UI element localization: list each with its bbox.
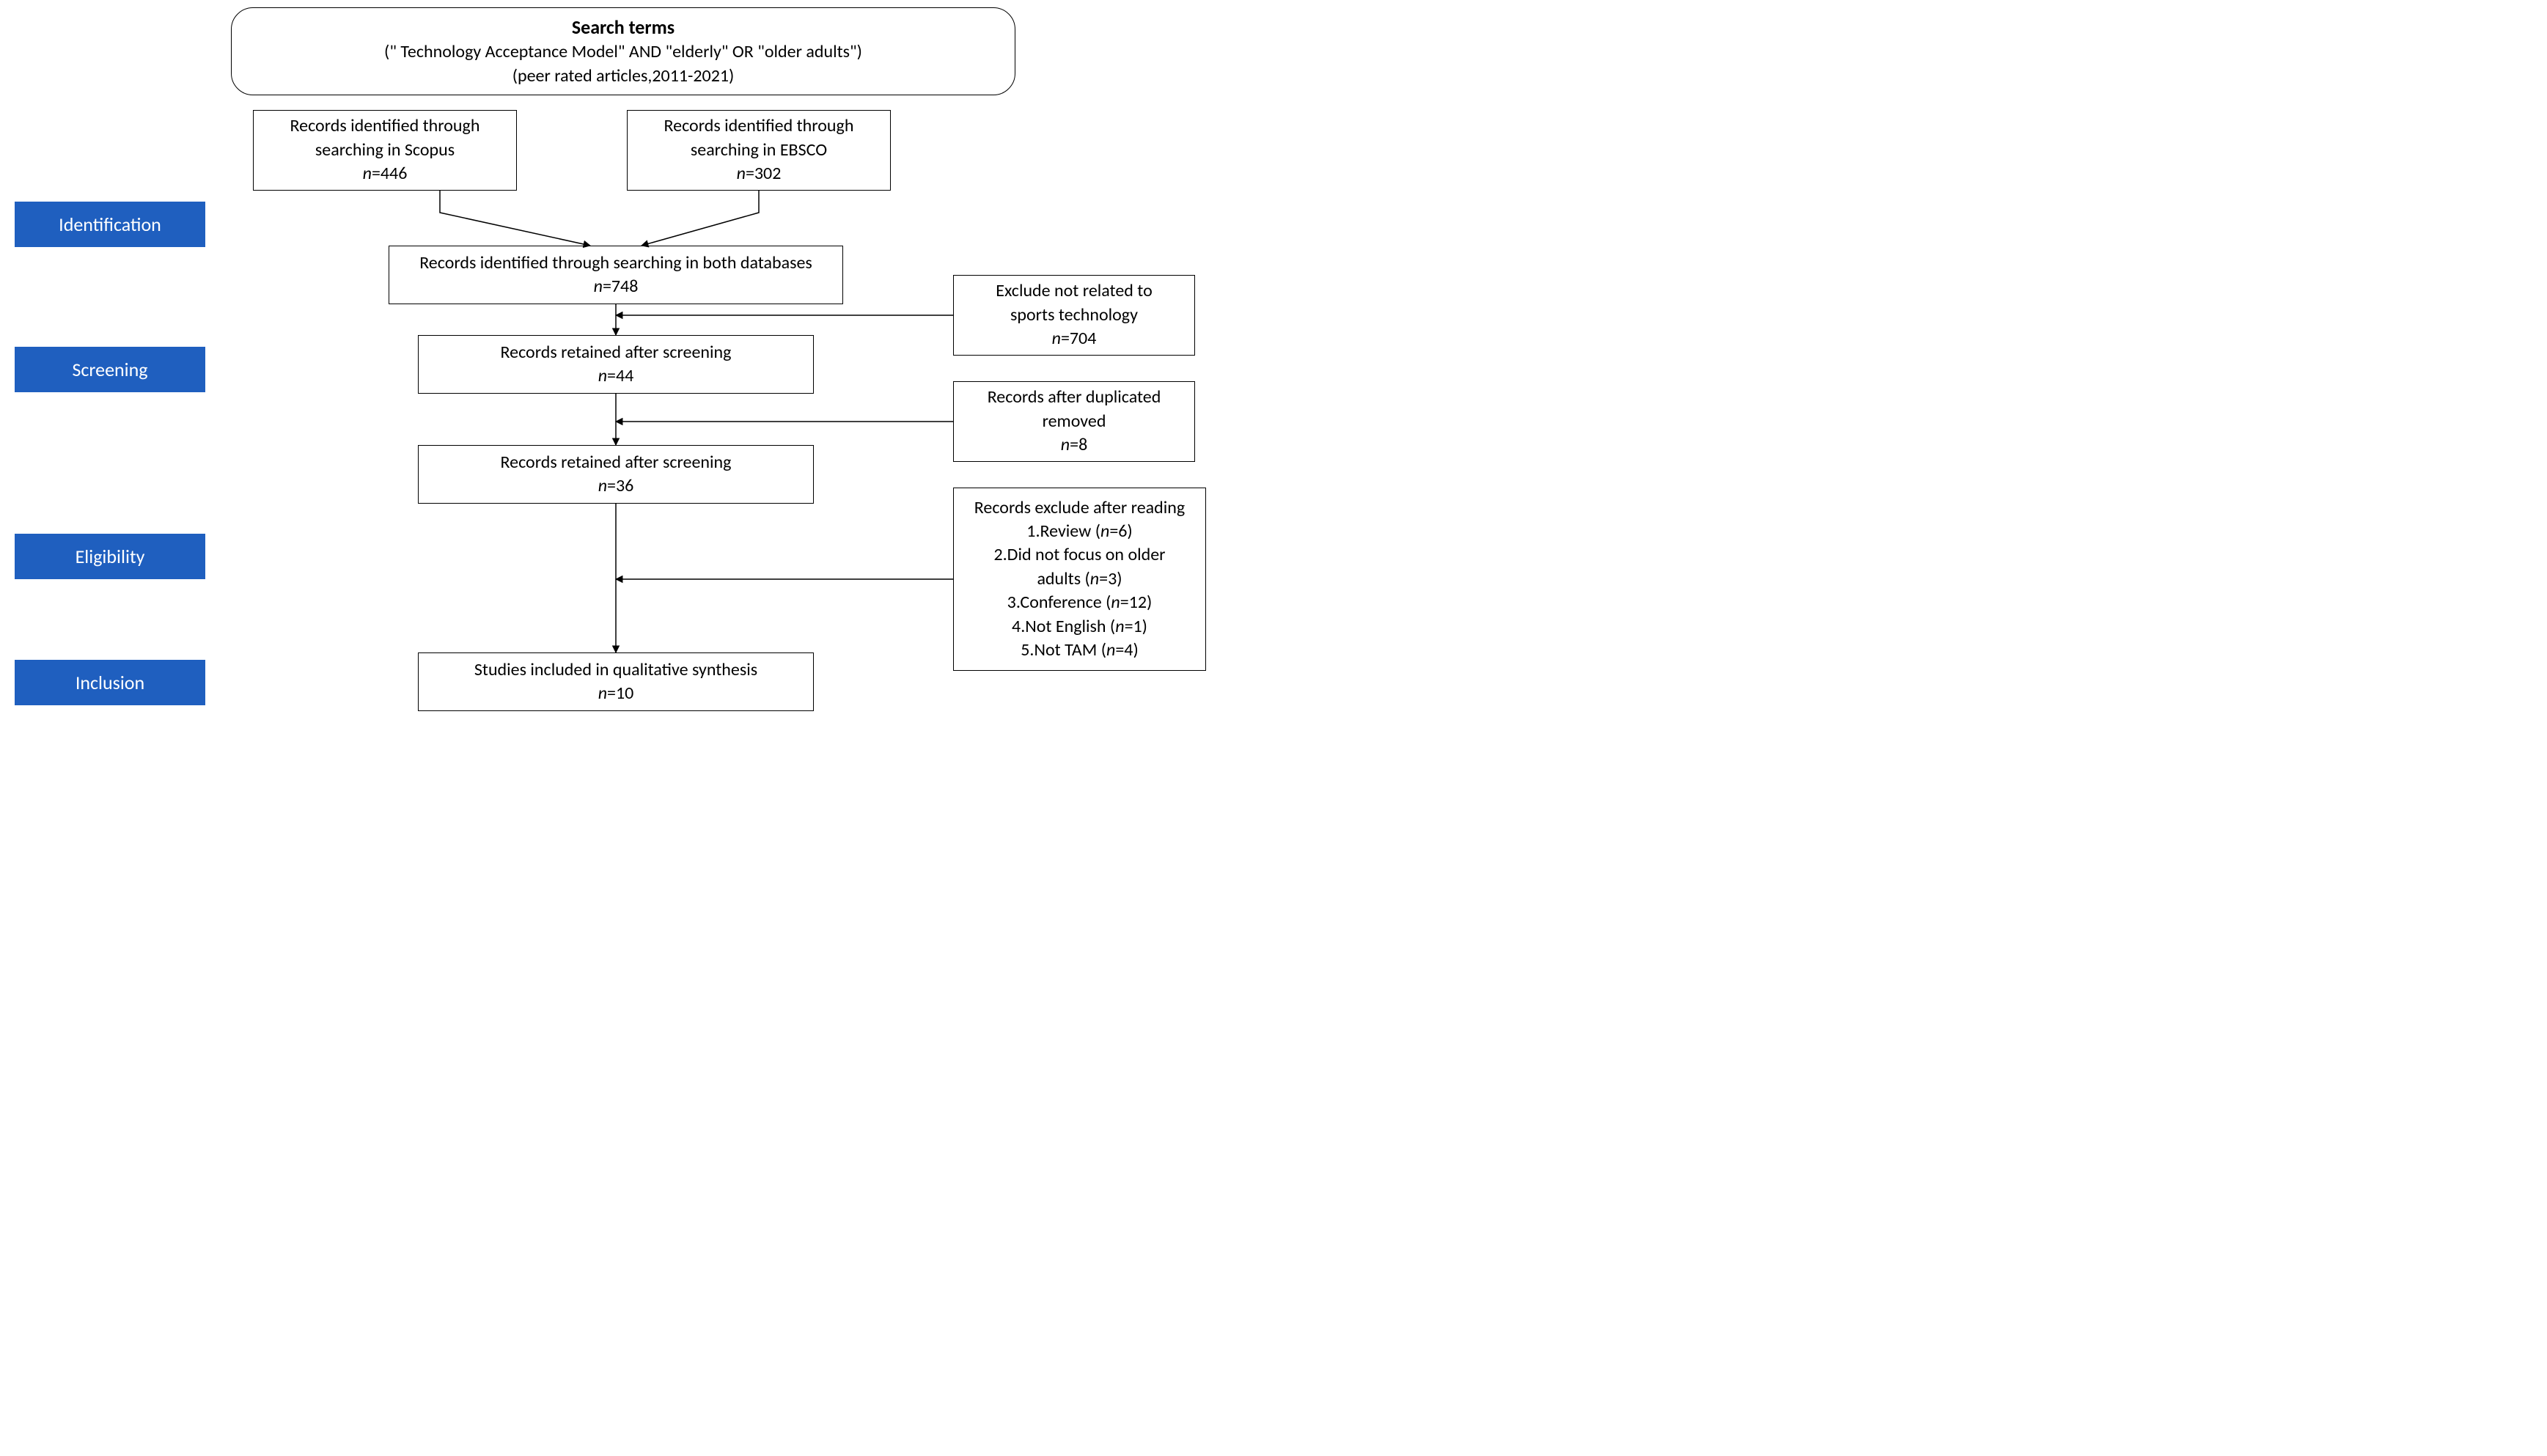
excl-read-item-3: 3.Conference (n=12) (1007, 591, 1153, 614)
excl-read-item-4: 4.Not English (n=1) (1012, 615, 1147, 639)
excl-sports-line1: Exclude not related to (996, 279, 1153, 303)
search-title: Search terms (572, 15, 675, 40)
included-line1: Studies included in qualitative synthesi… (474, 658, 757, 682)
stage-inclusion: Inclusion (15, 660, 205, 705)
ebsco-line1: Records identified through (664, 114, 854, 138)
both-line1: Records identified through searching in … (419, 251, 812, 275)
ebsco-line2: searching in EBSCO (691, 139, 827, 162)
stage-identification-label: Identification (59, 213, 161, 236)
screen1-line1: Records retained after screening (501, 341, 732, 364)
dup-n: n=8 (1061, 433, 1087, 457)
stage-screening: Screening (15, 347, 205, 392)
excl-read-title: Records exclude after reading (974, 496, 1185, 520)
node-scopus: Records identified through searching in … (253, 110, 517, 191)
excl-sports-line2: sports technology (1010, 304, 1138, 327)
edge-scopus-to-both (440, 191, 590, 246)
excl-read-item-5: 5.Not TAM (n=4) (1021, 639, 1139, 662)
stage-identification: Identification (15, 202, 205, 247)
node-both-databases: Records identified through searching in … (389, 246, 843, 304)
included-n: n=10 (598, 682, 634, 705)
search-line1: (" Technology Acceptance Model" AND "eld… (384, 40, 862, 64)
node-ebsco: Records identified through searching in … (627, 110, 891, 191)
node-screening-1: Records retained after screening n=44 (418, 335, 814, 394)
edge-ebsco-to-both (642, 191, 759, 246)
search-line2: (peer rated articles,2011-2021) (512, 65, 735, 88)
flowchart-canvas: Identification Screening Eligibility Inc… (0, 0, 1274, 728)
node-exclude-sports: Exclude not related to sports technology… (953, 275, 1195, 356)
stage-eligibility: Eligibility (15, 534, 205, 579)
excl-sports-n: n=704 (1052, 327, 1097, 350)
stage-eligibility-label: Eligibility (76, 545, 145, 568)
screen2-line1: Records retained after screening (501, 451, 732, 474)
excl-read-item-1: 1.Review (n=6) (1026, 520, 1132, 543)
ebsco-n: n=302 (737, 162, 782, 185)
scopus-line2: searching in Scopus (315, 139, 455, 162)
both-n: n=748 (594, 275, 639, 298)
scopus-line1: Records identified through (290, 114, 480, 138)
node-search-terms: Search terms (" Technology Acceptance Mo… (231, 7, 1015, 95)
dup-line1: Records after duplicated (988, 386, 1161, 409)
stage-screening-label: Screening (72, 358, 147, 381)
scopus-n: n=446 (363, 162, 408, 185)
excl-read-item-2: 2.Did not focus on older adults (n=3) (993, 543, 1165, 591)
node-duplicates-removed: Records after duplicated removed n=8 (953, 381, 1195, 462)
node-screening-2: Records retained after screening n=36 (418, 445, 814, 504)
dup-line2: removed (1043, 410, 1106, 433)
node-exclude-after-reading: Records exclude after reading 1.Review (… (953, 488, 1206, 671)
screen1-n: n=44 (598, 364, 634, 388)
stage-inclusion-label: Inclusion (76, 671, 144, 694)
screen2-n: n=36 (598, 474, 634, 498)
node-included: Studies included in qualitative synthesi… (418, 652, 814, 711)
